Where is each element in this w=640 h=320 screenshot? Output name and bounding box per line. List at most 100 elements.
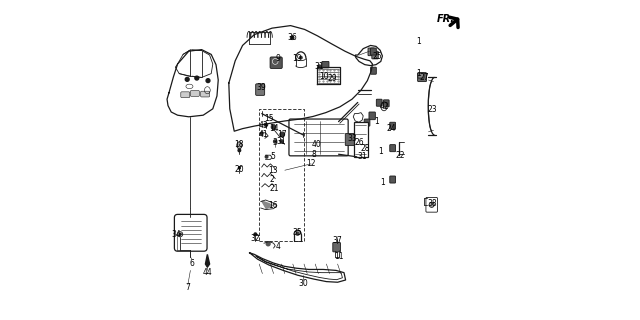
FancyBboxPatch shape [418,73,424,78]
Text: 5: 5 [270,152,275,161]
Text: 35: 35 [292,228,303,237]
FancyBboxPatch shape [346,133,355,146]
Text: 43: 43 [259,121,268,130]
Circle shape [290,36,294,40]
Circle shape [195,76,198,80]
FancyBboxPatch shape [270,57,282,68]
Text: 28: 28 [361,144,370,153]
Text: 32: 32 [250,234,260,243]
Text: 9: 9 [275,54,280,63]
Text: 41: 41 [259,130,268,139]
Circle shape [317,65,321,68]
Text: 3: 3 [272,138,277,147]
FancyBboxPatch shape [390,176,396,183]
Circle shape [254,233,257,236]
Text: 25: 25 [372,52,383,61]
FancyBboxPatch shape [376,99,382,106]
FancyBboxPatch shape [201,91,210,97]
Text: 1: 1 [378,147,383,156]
Text: 24: 24 [386,124,396,133]
Text: 2: 2 [269,175,275,184]
Text: 40: 40 [312,140,322,149]
Circle shape [238,167,241,169]
Text: 11: 11 [334,252,343,261]
Text: 7: 7 [186,284,190,292]
Text: 37: 37 [332,236,342,245]
FancyBboxPatch shape [372,51,378,59]
Text: 38: 38 [427,199,437,208]
Text: 4: 4 [275,242,280,251]
Text: 12: 12 [307,159,316,168]
Text: 14: 14 [269,124,278,132]
Text: 44: 44 [202,268,212,277]
FancyBboxPatch shape [333,243,340,252]
Ellipse shape [237,142,242,149]
Text: 13: 13 [268,166,278,175]
Text: 31: 31 [357,152,367,161]
Circle shape [186,77,189,81]
Text: 1: 1 [416,69,421,78]
FancyBboxPatch shape [383,100,389,107]
Polygon shape [353,113,364,122]
Bar [354,122,369,157]
Circle shape [264,123,268,126]
FancyBboxPatch shape [289,119,348,156]
Text: 1: 1 [374,117,379,126]
FancyBboxPatch shape [390,122,396,129]
Circle shape [280,140,284,143]
Polygon shape [205,254,210,267]
Text: 33: 33 [347,134,357,143]
Text: 18: 18 [234,140,244,149]
Text: 22: 22 [396,151,404,160]
Circle shape [274,140,277,143]
FancyBboxPatch shape [256,84,265,95]
FancyBboxPatch shape [191,91,200,96]
FancyBboxPatch shape [369,112,375,120]
FancyBboxPatch shape [371,67,376,74]
Text: 1: 1 [380,178,385,187]
Text: 42: 42 [379,102,389,111]
Circle shape [238,149,241,152]
Text: 20: 20 [234,165,244,174]
Circle shape [206,79,210,83]
Text: 29: 29 [328,74,338,83]
Polygon shape [355,45,383,66]
Polygon shape [262,201,273,209]
Text: 36: 36 [287,33,297,42]
FancyBboxPatch shape [364,119,370,126]
Text: FR.: FR. [436,14,454,24]
FancyBboxPatch shape [368,48,374,56]
Circle shape [271,125,276,129]
Circle shape [179,233,181,235]
Text: 27: 27 [419,73,429,82]
Text: 15: 15 [264,114,275,123]
Text: 10: 10 [319,72,329,81]
Circle shape [429,202,435,207]
Circle shape [260,132,263,135]
FancyBboxPatch shape [418,73,427,82]
Text: 6: 6 [189,260,195,268]
Circle shape [178,232,183,237]
Text: 1: 1 [416,37,421,46]
Circle shape [300,56,302,59]
FancyBboxPatch shape [426,197,438,212]
Text: 26: 26 [355,138,365,147]
Text: 30: 30 [298,279,308,288]
FancyBboxPatch shape [174,214,207,251]
Text: 8: 8 [311,150,316,159]
Text: 31: 31 [276,137,286,146]
Text: 16: 16 [268,201,278,210]
Text: 34: 34 [172,230,182,239]
Text: 31: 31 [314,62,324,71]
Circle shape [296,232,300,235]
Circle shape [266,242,270,246]
FancyBboxPatch shape [181,92,189,98]
Text: 21: 21 [269,184,278,193]
Text: 17: 17 [276,130,287,139]
FancyBboxPatch shape [371,48,376,55]
Text: 39: 39 [257,83,267,92]
FancyBboxPatch shape [390,145,396,152]
Text: 23: 23 [427,105,437,114]
Text: 19: 19 [292,54,302,63]
FancyBboxPatch shape [322,61,329,68]
